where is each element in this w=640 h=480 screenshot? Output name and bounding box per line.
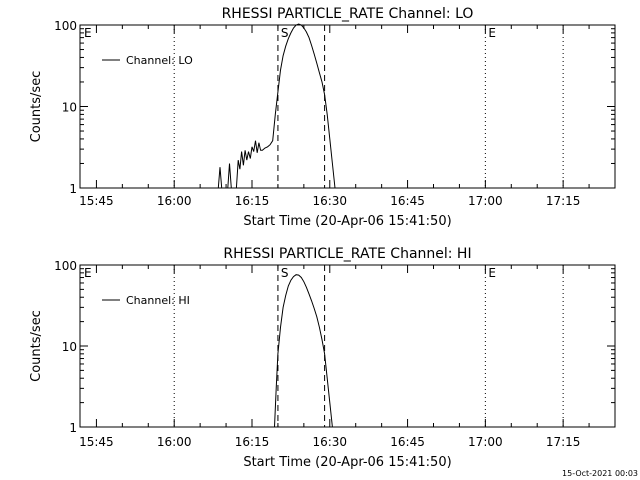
plot-frame — [79, 24, 616, 189]
x-tick-label: 16:00 — [157, 194, 192, 208]
event-marker-label: E — [488, 26, 496, 40]
event-marker-label: E — [488, 266, 496, 280]
x-tick-label: 15:45 — [79, 194, 114, 208]
x-tick-label: 17:15 — [546, 435, 581, 449]
y-tick-label: 10 — [62, 340, 77, 354]
chart-panel-hi: RHESSI PARTICLE_RATE Channel: HI 1 10 100 15… — [29, 246, 616, 470]
series-line — [227, 163, 232, 189]
x-tick-label: 16:45 — [390, 194, 425, 208]
y-axis-label: Counts/sec — [29, 310, 44, 382]
event-marker-label: S — [281, 266, 289, 280]
y-tick-label: 1 — [69, 421, 77, 435]
x-tick-label: 16:00 — [157, 435, 192, 449]
x-tick-label: 16:30 — [312, 194, 347, 208]
y-tick-label: 1 — [69, 182, 77, 196]
event-marker-label: E — [84, 266, 92, 280]
y-tick-label: 10 — [62, 101, 77, 115]
y-tick-label: 100 — [54, 19, 77, 33]
legend-label: Channel: LO — [126, 54, 193, 67]
chart-panel-lo: RHESSI PARTICLE_RATE Channel: LO 1 10 100 15… — [29, 6, 616, 229]
footer-timestamp: 15-Oct-2021 00:03 — [562, 469, 638, 478]
y-axis-label: Counts/sec — [29, 71, 44, 143]
chart-title: RHESSI PARTICLE_RATE Channel: HI — [223, 246, 471, 262]
x-tick-label: 16:15 — [235, 435, 270, 449]
x-tick-label: 17:00 — [468, 194, 503, 208]
x-tick-label: 16:15 — [235, 194, 270, 208]
series-line — [274, 274, 333, 428]
event-marker-label: S — [281, 26, 289, 40]
x-tick-label: 17:15 — [546, 194, 581, 208]
x-tick-label: 17:00 — [468, 435, 503, 449]
x-axis-label: Start Time (20-Apr-06 15:41:50) — [243, 214, 451, 229]
x-tick-label: 16:30 — [312, 435, 347, 449]
legend-label: Channel: HI — [126, 294, 190, 307]
x-axis-label: Start Time (20-Apr-06 15:41:50) — [243, 455, 451, 470]
x-tick-label: 15:45 — [79, 435, 114, 449]
series-line — [235, 23, 336, 189]
event-marker-label: E — [84, 26, 92, 40]
chart-title: RHESSI PARTICLE_RATE Channel: LO — [222, 6, 474, 22]
y-tick-label: 100 — [54, 259, 77, 273]
x-tick-label: 16:45 — [390, 435, 425, 449]
series-line — [217, 167, 223, 189]
plot-frame — [79, 264, 616, 428]
